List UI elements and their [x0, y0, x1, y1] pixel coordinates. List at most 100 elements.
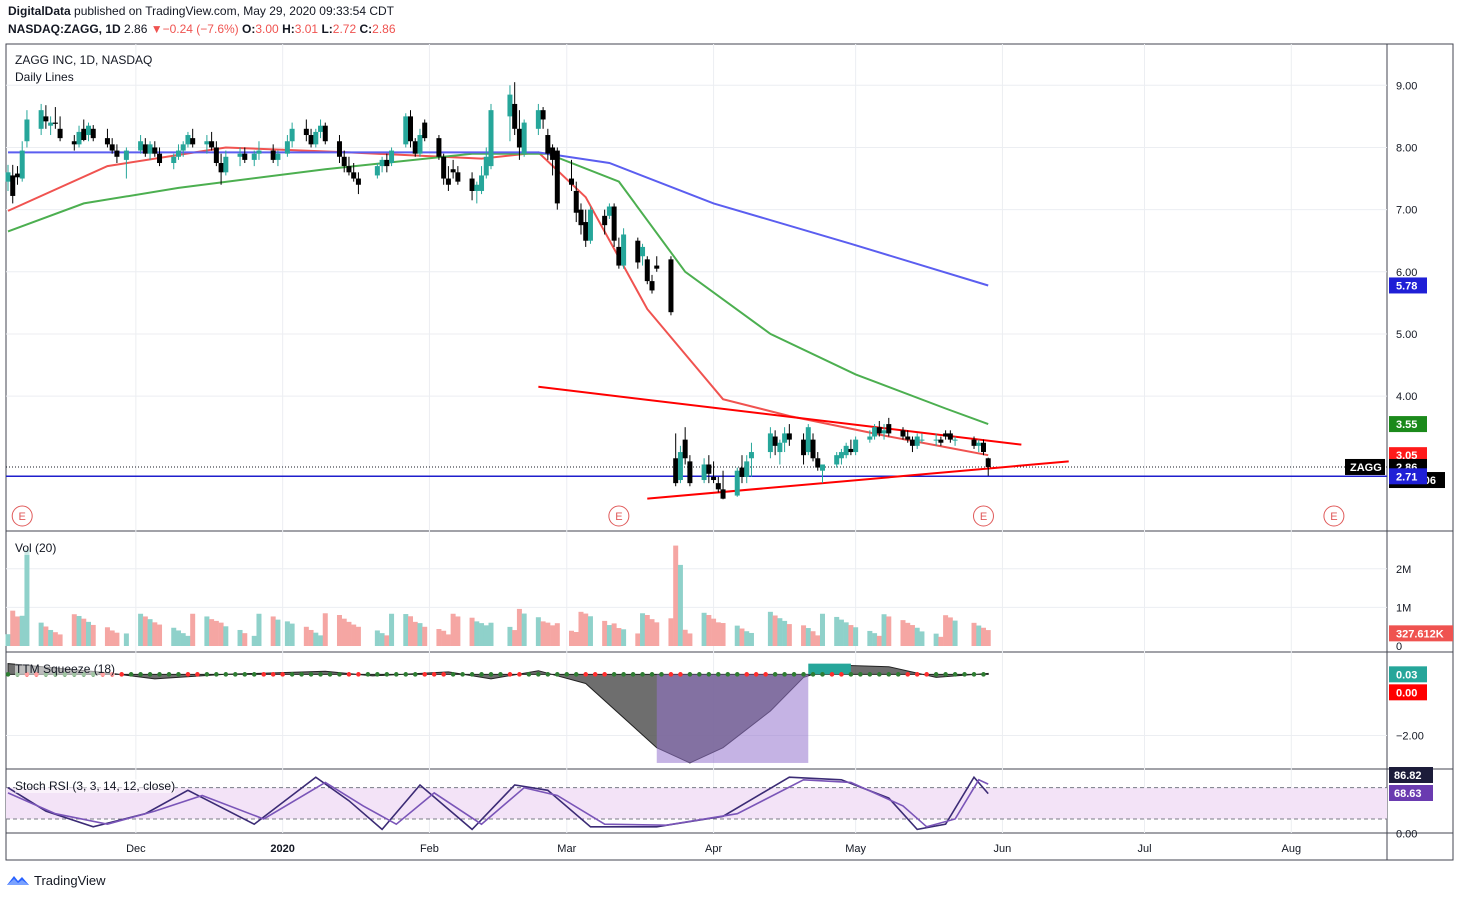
ohlc-line: NASDAQ:ZAGG, 1D 2.86 ▼−0.24 (−7.6%) O:3.… [8, 22, 396, 36]
candle-body [668, 259, 674, 313]
price-tick-label: 8.00 [1396, 142, 1417, 154]
squeeze-dot [791, 672, 797, 677]
candle-body [48, 122, 54, 126]
candle-body [569, 178, 575, 185]
squeeze-dot [905, 672, 911, 677]
candle-body [270, 150, 276, 160]
tradingview-footer[interactable]: TradingView [6, 870, 106, 890]
candle-body [455, 172, 461, 182]
open-label: O: [242, 22, 256, 36]
candle-body [521, 122, 527, 154]
candle-body [445, 178, 451, 185]
squeeze-dot [886, 672, 892, 677]
candle-body [512, 103, 518, 129]
volume-bar [687, 633, 693, 646]
candle-body [213, 147, 219, 163]
squeeze-dot [441, 672, 446, 677]
squeeze-dot [725, 672, 731, 677]
volume-bar [412, 621, 418, 646]
time-tick-label: Jul [1137, 843, 1151, 855]
candle-body [237, 153, 243, 157]
volume-bar [540, 621, 546, 646]
candle-body [422, 122, 428, 139]
squeeze-dot [412, 672, 418, 677]
axis-labels: 9.00 8.00 7.00 6.00 5.00 4.00 2M 1M 0 −2.00 0.00 De… [126, 80, 1424, 855]
volume-bar [881, 614, 887, 646]
candle-body [142, 144, 148, 154]
squeeze-dot [839, 672, 844, 677]
candle-body [640, 246, 646, 257]
volume-last-label: 327.612K [1396, 628, 1444, 640]
candle-body [157, 153, 163, 163]
squeeze-dot [469, 672, 475, 677]
stoch-value-label: 86.82 [1394, 770, 1422, 782]
candle-body [52, 122, 58, 124]
volume-bar [256, 613, 262, 646]
squeeze-dot [337, 672, 342, 677]
volume-bar [834, 616, 840, 646]
squeeze-momentum-rising [656, 674, 809, 763]
volume-bar [616, 628, 622, 646]
time-tick-label: Aug [1282, 843, 1302, 855]
earnings-marker [11, 505, 33, 527]
earnings-marker [1323, 505, 1345, 527]
candle-body [204, 141, 210, 145]
ma50-line [7, 152, 989, 426]
symbol-line: NASDAQ:ZAGG, 1D [8, 22, 121, 36]
volume-bar [341, 618, 347, 646]
squeeze-dot [611, 672, 617, 677]
squeeze-dot [147, 672, 153, 677]
volume-bar [24, 549, 30, 646]
volume-bar [767, 611, 773, 646]
volume-bar [384, 635, 390, 646]
volume-bar [744, 631, 750, 646]
volume-bar [777, 618, 783, 646]
candle-body [744, 461, 750, 477]
candle-body [583, 222, 589, 241]
volume-bar [90, 624, 96, 646]
trendline [538, 385, 1022, 446]
publisher-name[interactable]: DigitalData [8, 4, 71, 18]
candle-body [408, 116, 414, 142]
last-price: 2.86 [124, 22, 148, 36]
volume-bar [782, 620, 788, 646]
volume-bar [289, 623, 295, 646]
volume-bar [535, 617, 541, 646]
squeeze-dot [914, 672, 920, 677]
candle-body [412, 141, 418, 154]
candle-body [682, 439, 688, 459]
squeeze-value-label: 0.03 [1396, 669, 1417, 681]
volume-bar [606, 625, 612, 646]
candle-body [853, 439, 859, 453]
volume-last-box [1389, 625, 1453, 642]
stoch-value-box [1389, 767, 1433, 783]
volume-bar [985, 630, 991, 646]
candle-body [474, 184, 480, 191]
volume-bar [644, 615, 650, 646]
publish-info: DigitalData published on TradingView.com… [8, 4, 394, 18]
candle-body [516, 128, 522, 148]
price-labels: 5.783.553.05ZAGG2.8605:26:062.71327.612K… [1345, 277, 1453, 801]
volume-bar [242, 633, 248, 646]
price-tick-label: 5.00 [1396, 329, 1417, 341]
candle-body [706, 464, 712, 474]
volume-bar [872, 633, 878, 646]
squeeze-dot [630, 672, 636, 677]
candle-body [303, 128, 309, 136]
stoch-legend: Stoch RSI (3, 3, 14, 12, close) [15, 779, 176, 793]
trendline [647, 460, 1069, 500]
candle-body [649, 281, 655, 291]
squeeze-dot [564, 672, 570, 677]
candle-body [109, 144, 115, 151]
volume-bar [933, 633, 939, 646]
candle-body [483, 156, 489, 176]
squeeze-dot [299, 672, 304, 677]
time-tick-label: Jun [994, 843, 1012, 855]
volume-bar [876, 635, 882, 646]
squeeze-dot [176, 672, 181, 677]
candle-body [403, 116, 409, 145]
squeeze-value-label: 0.00 [1396, 687, 1417, 699]
stoch-rsi-lines [7, 775, 989, 831]
squeeze-dot [289, 672, 295, 677]
